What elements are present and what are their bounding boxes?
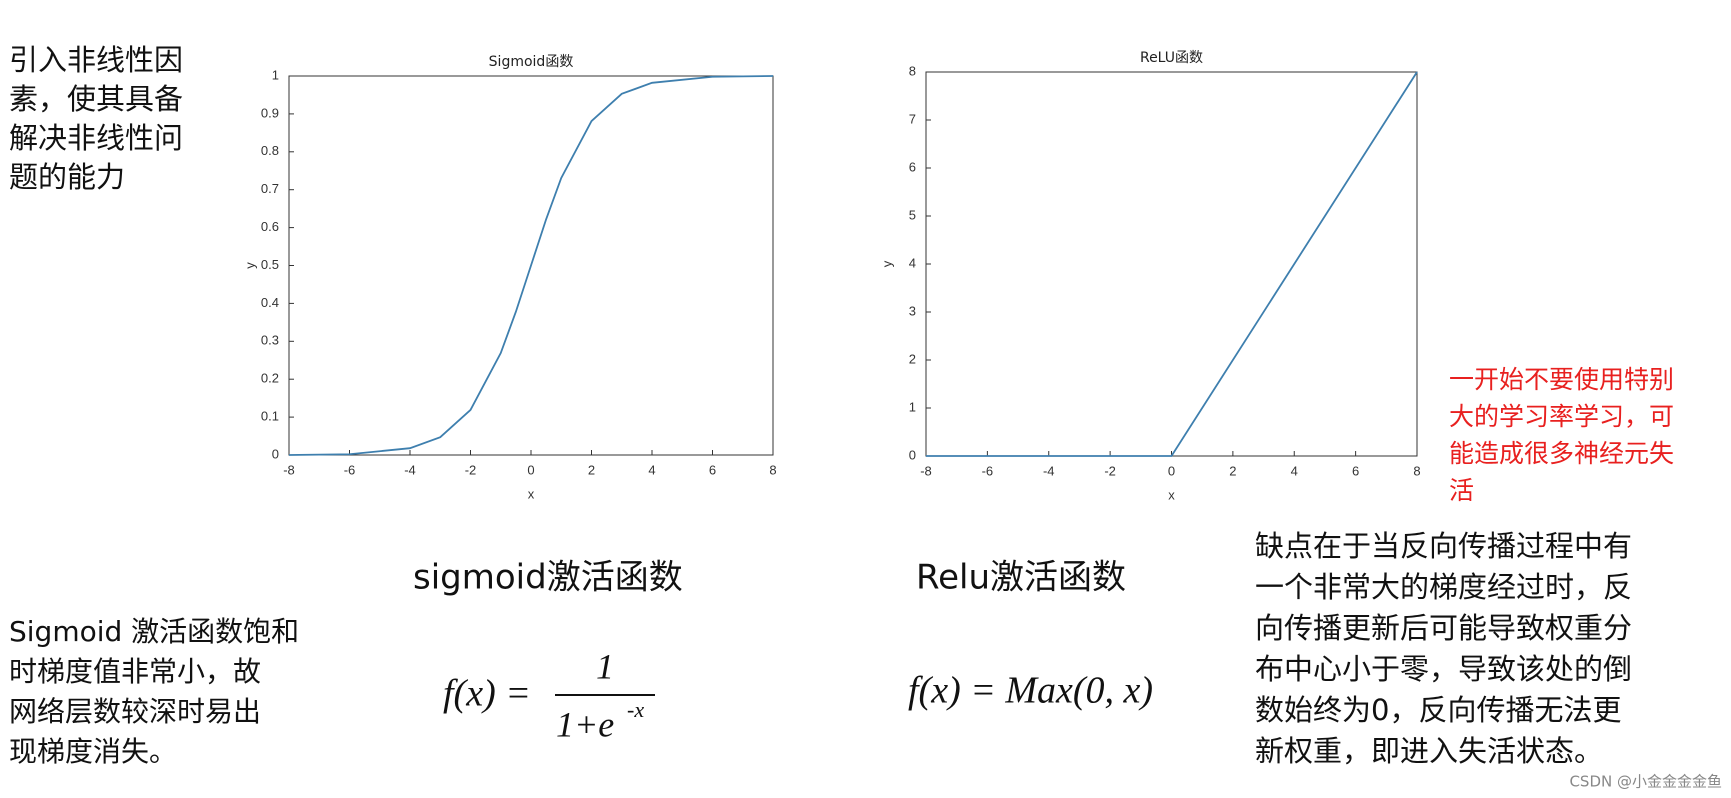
x-tick-label: -4 <box>404 462 416 477</box>
relu-caption: Relu激活函数 <box>916 558 1126 598</box>
x-tick-label: 4 <box>648 462 655 477</box>
sigmoid-note-line: 时梯度值非常小，故 <box>9 655 261 688</box>
formula-exponent: -x <box>627 697 644 722</box>
relu-note-line: 新权重，即进入失活状态。 <box>1255 734 1603 768</box>
y-tick-label: 0.3 <box>261 333 279 348</box>
y-axis-label: y <box>242 262 257 269</box>
x-tick-label: -2 <box>465 462 477 477</box>
x-tick-label: 2 <box>588 462 595 477</box>
y-tick-label: 8 <box>909 63 916 78</box>
x-tick-label: 2 <box>1229 463 1236 478</box>
plot-frame <box>925 71 1418 457</box>
x-axis-label: x <box>528 486 535 501</box>
y-tick-label: 0.4 <box>261 295 279 310</box>
y-tick-label: 0 <box>272 446 279 461</box>
y-tick-label: 0.2 <box>261 371 279 386</box>
y-tick-label: 0 <box>909 447 916 462</box>
relu-note-line: 布中心小于零，导致该处的倒 <box>1255 652 1632 686</box>
x-tick-label: 0 <box>1168 463 1175 478</box>
x-tick-label: -6 <box>344 462 356 477</box>
x-tick-label: -8 <box>920 463 932 478</box>
chart-title: ReLU函数 <box>1140 50 1203 66</box>
formula-numerator: 1 <box>596 646 614 686</box>
warning-line: 活 <box>1449 476 1474 505</box>
x-tick-label: 6 <box>709 462 716 477</box>
x-axis-label: x <box>1168 487 1175 502</box>
y-tick-label: 6 <box>909 159 916 174</box>
intro-line: 解决非线性问 <box>9 121 183 155</box>
relu-note-line: 数始终为0，反向传播无法更 <box>1255 693 1621 727</box>
y-tick-label: 7 <box>909 111 916 126</box>
y-tick-label: 0.9 <box>261 105 279 120</box>
y-tick-label: 1 <box>909 399 916 414</box>
relu-note-line: 缺点在于当反向传播过程中有 <box>1255 529 1632 563</box>
intro-line: 素，使其具备 <box>9 82 183 116</box>
y-tick-label: 5 <box>909 207 916 222</box>
y-tick-label: 0.1 <box>261 409 279 424</box>
x-tick-label: 0 <box>527 462 534 477</box>
x-tick-label: -2 <box>1104 463 1116 478</box>
relu-formula: f(x) = Max(0, x) <box>908 670 1153 712</box>
intro-line: 引入非线性因 <box>9 43 183 77</box>
watermark: CSDN @小金金金金鱼 <box>1569 773 1722 791</box>
y-tick-label: 0.5 <box>261 257 279 272</box>
x-tick-label: 8 <box>1413 463 1420 478</box>
y-tick-label: 1 <box>272 67 279 82</box>
relu-note-line: 一个非常大的梯度经过时，反 <box>1255 570 1632 604</box>
formula-lhs: f(x) = <box>443 673 531 715</box>
y-axis-label: y <box>879 260 894 267</box>
y-tick-label: 3 <box>909 303 916 318</box>
relu-note-line: 向传播更新后可能导致权重分 <box>1255 611 1632 645</box>
sigmoid-note-line: Sigmoid 激活函数饱和 <box>9 615 299 648</box>
sigmoid-note-line: 网络层数较深时易出 <box>9 695 261 728</box>
intro-line: 题的能力 <box>9 160 125 194</box>
y-tick-label: 0.7 <box>261 181 279 196</box>
y-tick-label: 4 <box>909 255 916 270</box>
y-tick-label: 2 <box>909 351 916 366</box>
x-tick-label: 4 <box>1291 463 1298 478</box>
x-tick-label: 8 <box>769 462 776 477</box>
curve <box>288 75 774 456</box>
x-tick-label: -6 <box>982 463 994 478</box>
x-tick-label: -8 <box>283 462 295 477</box>
curve <box>926 71 1418 457</box>
formula-denominator: 1+e <box>556 704 614 744</box>
y-tick-label: 0.6 <box>261 219 279 234</box>
chart-title: Sigmoid函数 <box>489 54 574 70</box>
x-tick-label: -4 <box>1043 463 1055 478</box>
warning-line: 能造成很多神经元失 <box>1449 439 1674 468</box>
sigmoid-note-line: 现梯度消失。 <box>9 735 177 768</box>
warning-line: 一开始不要使用特别 <box>1449 365 1674 394</box>
sigmoid-caption: sigmoid激活函数 <box>413 558 683 598</box>
warning-line: 大的学习率学习，可 <box>1449 402 1674 431</box>
x-tick-label: 6 <box>1352 463 1359 478</box>
y-tick-label: 0.8 <box>261 143 279 158</box>
slide-text: sigmoid激活函数 Relu激活函数 f(x) = 1 1+e -x f(x… <box>413 558 1722 791</box>
